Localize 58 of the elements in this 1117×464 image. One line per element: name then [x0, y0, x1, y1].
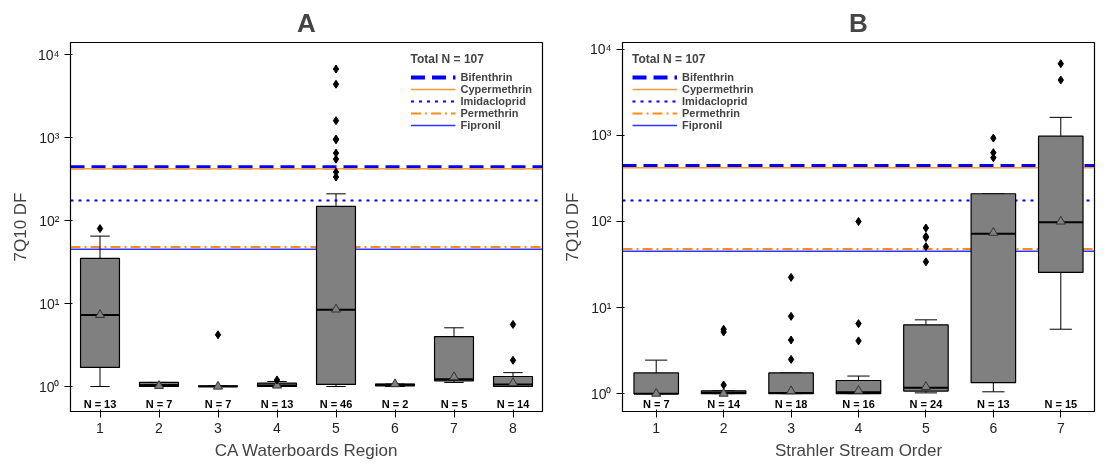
y-tick-label: 10¹	[39, 295, 60, 312]
annotation: N = 46	[319, 397, 353, 410]
x-tick-label: 7	[1056, 419, 1065, 436]
legend-label: Cypermethrin	[682, 83, 754, 95]
x-tick-label: 2	[155, 419, 164, 436]
annotation: N = 5	[440, 397, 468, 410]
x-tick-label: 1	[652, 419, 661, 436]
chart-title: B	[849, 7, 868, 38]
x-tick-label: 2	[719, 419, 728, 436]
x-tick-label: 8	[509, 419, 518, 436]
legend-label: Permethrin	[460, 107, 519, 119]
annotation: N = 18	[774, 397, 808, 410]
annotation: N = 13	[83, 397, 117, 410]
legend-label: Fipronil	[682, 119, 723, 131]
legend-label: Imidacloprid	[460, 95, 526, 107]
x-tick-label: 3	[214, 419, 223, 436]
x-tick-label: 6	[989, 419, 998, 436]
legend-title: Total N = 107	[410, 52, 485, 66]
legend-label: Permethrin	[682, 107, 741, 119]
x-tick-label: 4	[854, 419, 863, 436]
chart-title: A	[297, 7, 317, 38]
x-tick-label: 1	[96, 419, 105, 436]
x-axis-title: CA Waterboards Region	[214, 440, 398, 460]
legend-label: Fipronil	[460, 119, 501, 131]
annotation: N = 7	[204, 397, 232, 410]
legend-title: Total N = 107	[632, 52, 707, 66]
x-tick-label: 7	[450, 419, 459, 436]
annotation: N = 13	[260, 397, 294, 410]
legend-label: Bifenthrin	[460, 71, 513, 83]
annotation: N = 14	[707, 397, 741, 410]
x-tick-label: 4	[273, 419, 282, 436]
annotation: N = 13	[977, 397, 1010, 410]
annotation: N = 7	[642, 397, 670, 410]
annotation: N = 15	[1044, 397, 1078, 410]
annotation: N = 2	[381, 397, 409, 410]
y-tick-label: 10⁰	[38, 378, 60, 395]
annotation: N = 7	[145, 397, 173, 410]
y-tick-label: 10¹	[591, 299, 612, 316]
y-tick-label: 10²	[39, 212, 60, 229]
y-tick-label: 10⁰	[590, 385, 612, 402]
x-axis-title: Strahler Stream Order	[774, 440, 943, 460]
y-tick-label: 10³	[591, 127, 612, 144]
x-tick-label: 5	[922, 419, 931, 436]
y-axis-title: 7Q10 DF	[10, 192, 30, 262]
legend-label: Bifenthrin	[682, 71, 734, 83]
x-tick-label: 5	[332, 419, 341, 436]
y-tick-label: 10³	[39, 129, 60, 146]
legend-label: Cypermethrin	[460, 83, 532, 95]
y-tick-label: 10⁴	[589, 41, 612, 58]
y-tick-label: 10²	[591, 213, 612, 230]
x-tick-label: 3	[787, 419, 796, 436]
annotation: N = 14	[496, 397, 531, 410]
y-axis-title: 7Q10 DF	[562, 192, 582, 262]
annotation: N = 24	[909, 397, 944, 410]
annotation: N = 16	[842, 397, 875, 410]
x-tick-label: 6	[391, 419, 400, 436]
y-tick-label: 10⁴	[37, 46, 60, 63]
legend-label: Imidacloprid	[682, 95, 748, 107]
